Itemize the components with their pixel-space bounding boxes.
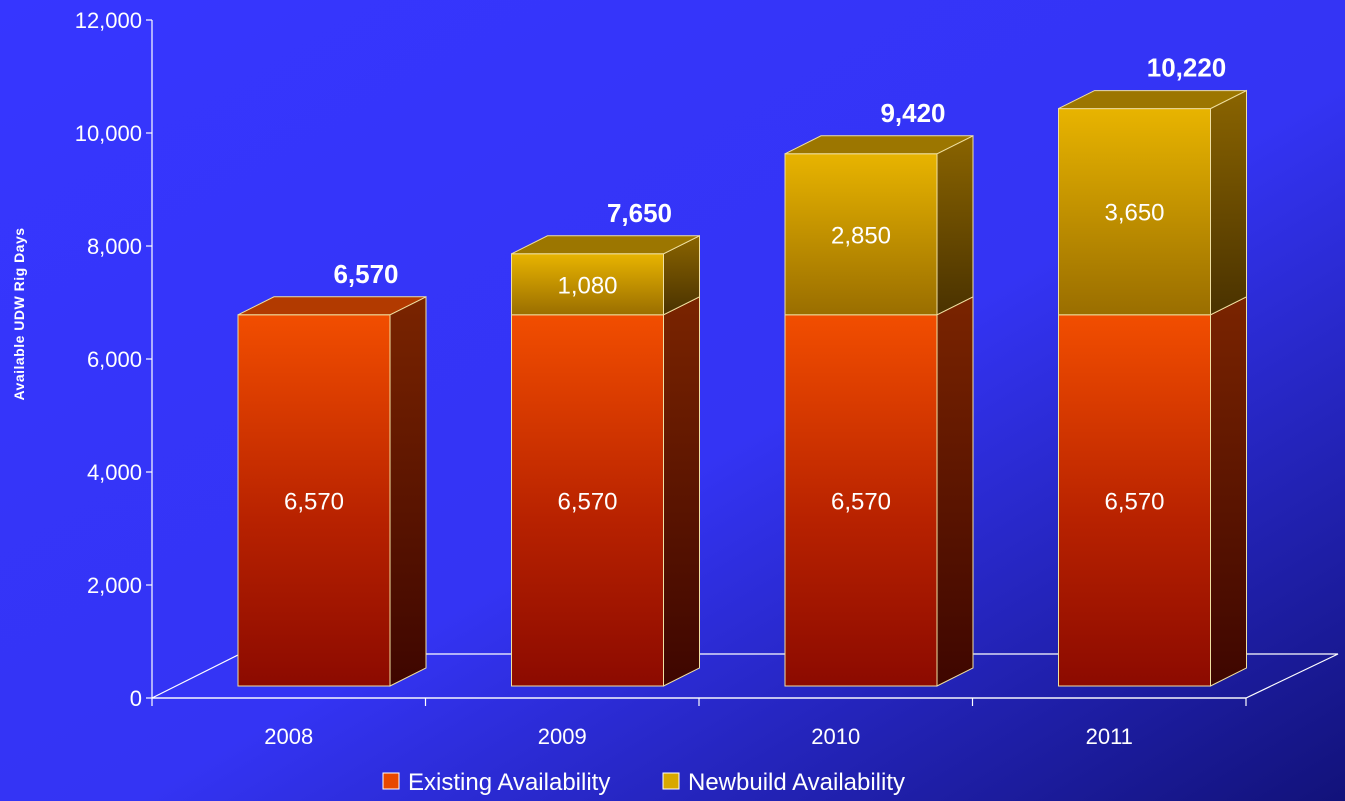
y-tick-label: 12,000 [75,8,142,33]
x-tick-label: 2008 [264,724,313,749]
y-tick-label: 0 [130,686,142,711]
bar-top-2010 [784,135,974,155]
x-tick-label: 2010 [811,724,860,749]
legend-label-newbuild: Newbuild Availability [688,769,905,796]
bar-newbuild-availability-2009 [511,253,664,316]
segment-label: 6,570 [284,488,344,515]
y-tick-label: 4,000 [87,460,142,485]
segment-label: 6,570 [831,488,891,515]
legend: Existing Availability Newbuild Availabil… [382,769,905,796]
y-tick-label: 8,000 [87,234,142,259]
bar-newbuild-availability-2011 [1058,108,1211,316]
legend-swatch-existing [382,772,400,790]
bar-side-2011-1 [1210,89,1247,316]
segment-label: 6,570 [1104,488,1164,515]
bar-top-2008 [237,296,427,316]
segment-label: 2,850 [831,222,891,249]
bar-existing-availability-2010 [784,314,938,687]
bar-side-2011-0 [1210,295,1247,687]
legend-swatch-newbuild [662,772,680,790]
legend-label-existing: Existing Availability [408,769,610,796]
x-tick-label: 2011 [1086,724,1133,749]
total-label: 9,420 [880,98,945,128]
y-tick-label: 10,000 [75,121,142,146]
bar-side-2010-1 [936,134,974,316]
segment-label: 3,650 [1104,200,1164,227]
y-tick-label: 6,000 [87,347,142,372]
segment-label: 6,570 [557,488,617,515]
bar-side-2010-0 [936,295,974,687]
bar-top-2011 [1058,90,1247,110]
bar-side-2008-0 [389,295,427,687]
y-tick-label: 2,000 [87,573,142,598]
bar-side-2009-0 [663,295,700,687]
bar-top-2009 [511,235,700,255]
y-axis-title: Available UDW Rig Days [11,227,27,400]
segment-label: 1,080 [557,272,617,299]
x-tick-label: 2009 [538,724,587,749]
total-label: 10,220 [1147,53,1227,83]
bar-existing-availability-2011 [1058,314,1211,687]
total-label: 7,650 [607,198,672,228]
total-label: 6,570 [333,259,398,289]
